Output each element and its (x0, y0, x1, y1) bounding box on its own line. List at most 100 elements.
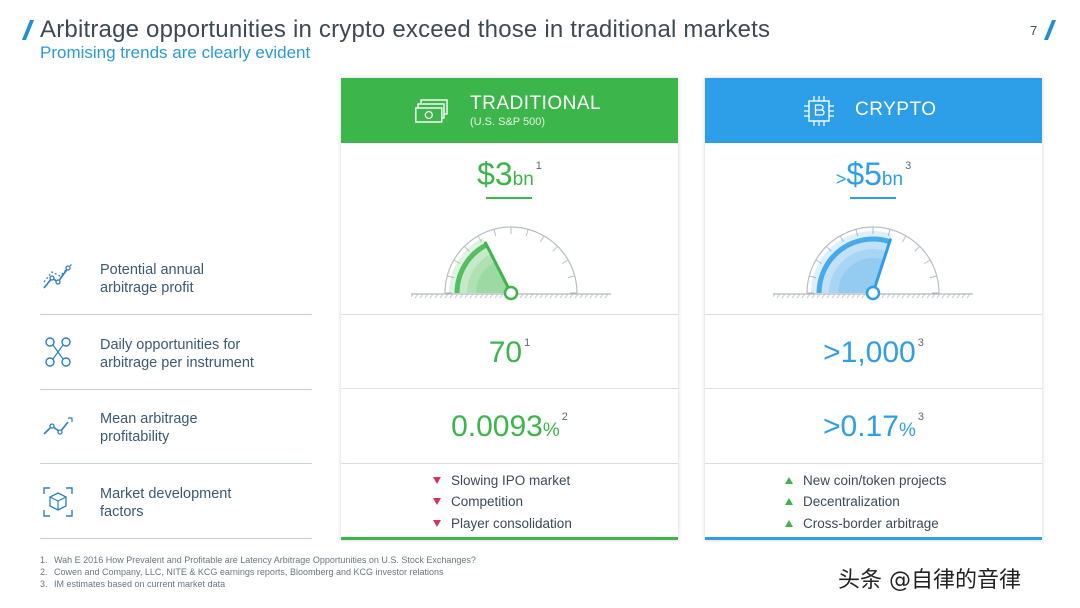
gauge-hatch (856, 293, 861, 299)
card-divider (341, 314, 678, 315)
traditional-card: TRADITIONAL (U.S. S&P 500) $3bn1 70 1 0.0… (341, 78, 678, 540)
gauge-hatch (901, 293, 906, 299)
gauge-tick (839, 235, 844, 243)
gauge-hatch (841, 293, 846, 299)
traditional-factor-item: Competition (433, 494, 523, 509)
row-label-market-factors: Market development factors (100, 486, 232, 520)
page-slash-mark (1043, 20, 1057, 40)
trend-chart-icon (43, 263, 73, 289)
gauge-hatch (454, 293, 459, 299)
gauge-tick (447, 275, 455, 279)
traditional-profit-value: $3bn1 (477, 156, 542, 192)
crypto-factor-item: Cross-border arbitrage (785, 516, 939, 531)
card-divider (705, 463, 1042, 464)
row-label-annual-profit: Potential annual arbitrage profit (100, 262, 204, 296)
gauge-hatch (881, 293, 886, 299)
gauge-hatch (906, 293, 911, 299)
row-divider (40, 463, 312, 464)
row-label-daily-opportunities: Daily opportunities for arbitrage per ins… (100, 337, 254, 371)
gauge-hatch (584, 293, 589, 299)
crypto-profit-value: >$5bn3 (835, 156, 912, 192)
footnote: 1. Wah E 2016 How Prevalent and Profitabl… (40, 555, 476, 565)
crypto-card-header: CRYPTO (705, 78, 1042, 143)
gauge-hatch (961, 293, 966, 299)
gauge-hatch (604, 293, 609, 299)
gauge-hatch (414, 293, 419, 299)
traditional-card-header: TRADITIONAL (U.S. S&P 500) (341, 78, 678, 143)
gauge-fill (811, 231, 893, 293)
gauge-hatch (826, 293, 831, 299)
gauge-hatch (544, 293, 549, 299)
gauge-hatch (861, 293, 866, 299)
gauge-fill (476, 261, 511, 293)
gauge-tick (855, 229, 859, 237)
watermark: 头条 @自律的音律 (838, 568, 1021, 593)
gauge-hatch (951, 293, 956, 299)
gauge-fill (820, 240, 890, 293)
gauge-hatch (489, 293, 494, 299)
traditional-factor-item: Slowing IPO market (433, 473, 570, 488)
gauge-hatch (574, 293, 579, 299)
gauge-needle (484, 241, 513, 295)
gauge-hatch (911, 293, 916, 299)
gauge-tick (923, 259, 931, 264)
gauge-hatch (941, 293, 946, 299)
gauge-hatch (786, 293, 791, 299)
gauge-tick (567, 275, 575, 279)
gauge-tick (929, 275, 937, 279)
gauge-hatch (796, 293, 801, 299)
gauge-hatch (429, 293, 434, 299)
gauge-hatch (931, 293, 936, 299)
gauge-level-arc (454, 242, 488, 294)
gauge-hatch (474, 293, 479, 299)
gauge-hatch (559, 293, 564, 299)
gauge-tick (493, 229, 497, 237)
gauge-hatch (896, 293, 901, 299)
cash-stack-icon (415, 99, 448, 123)
gauge-tick (902, 235, 907, 243)
gauge-tick (477, 235, 482, 243)
gauge-tick (561, 259, 569, 264)
gauge-hatch (569, 293, 574, 299)
gauge-hatch (891, 293, 896, 299)
gauge-hatch (424, 293, 429, 299)
gauge-hatch (419, 293, 424, 299)
row-divider (40, 538, 312, 539)
gauge-hatch (836, 293, 841, 299)
gauge-hatch (534, 293, 539, 299)
gauge-fill (467, 253, 511, 293)
gauge-hatch (539, 293, 544, 299)
crypto-profit-underline (850, 197, 896, 199)
bitcoin-chip-icon (804, 96, 834, 126)
gauge-tick (552, 245, 559, 252)
gauge-hatch (831, 293, 836, 299)
gauge-hatch (464, 293, 469, 299)
gauge-hatch (519, 293, 524, 299)
gauge-hatch (494, 293, 499, 299)
crypto-mean-value: >0.17%3 (823, 410, 924, 443)
gauge-hatch (773, 293, 776, 298)
row-divider (40, 389, 312, 390)
gauge-hub (865, 285, 881, 301)
gauge-fill (838, 258, 884, 293)
gauge-hatch (966, 293, 971, 299)
card-divider (341, 388, 678, 389)
gauge-hatch (529, 293, 534, 299)
up-triangle-icon (785, 498, 793, 505)
title-slash-mark (21, 20, 35, 40)
network-nodes-icon (45, 337, 71, 367)
gauge-tick (825, 245, 832, 252)
footnote: 3. IM estimates based on current market d… (40, 579, 226, 589)
up-triangle-icon (785, 520, 793, 527)
gauge-hatch (851, 293, 856, 299)
card-divider (341, 463, 678, 464)
gauge-hatch (564, 293, 569, 299)
card-divider (705, 388, 1042, 389)
down-triangle-icon (433, 520, 441, 527)
gauge-hatch (776, 293, 781, 299)
traditional-gauge (411, 226, 611, 301)
gauge-level-arc (816, 236, 891, 294)
page-number: 7 (1030, 23, 1038, 38)
gauge-hatch (579, 293, 584, 299)
gauge-hatch (946, 293, 951, 299)
